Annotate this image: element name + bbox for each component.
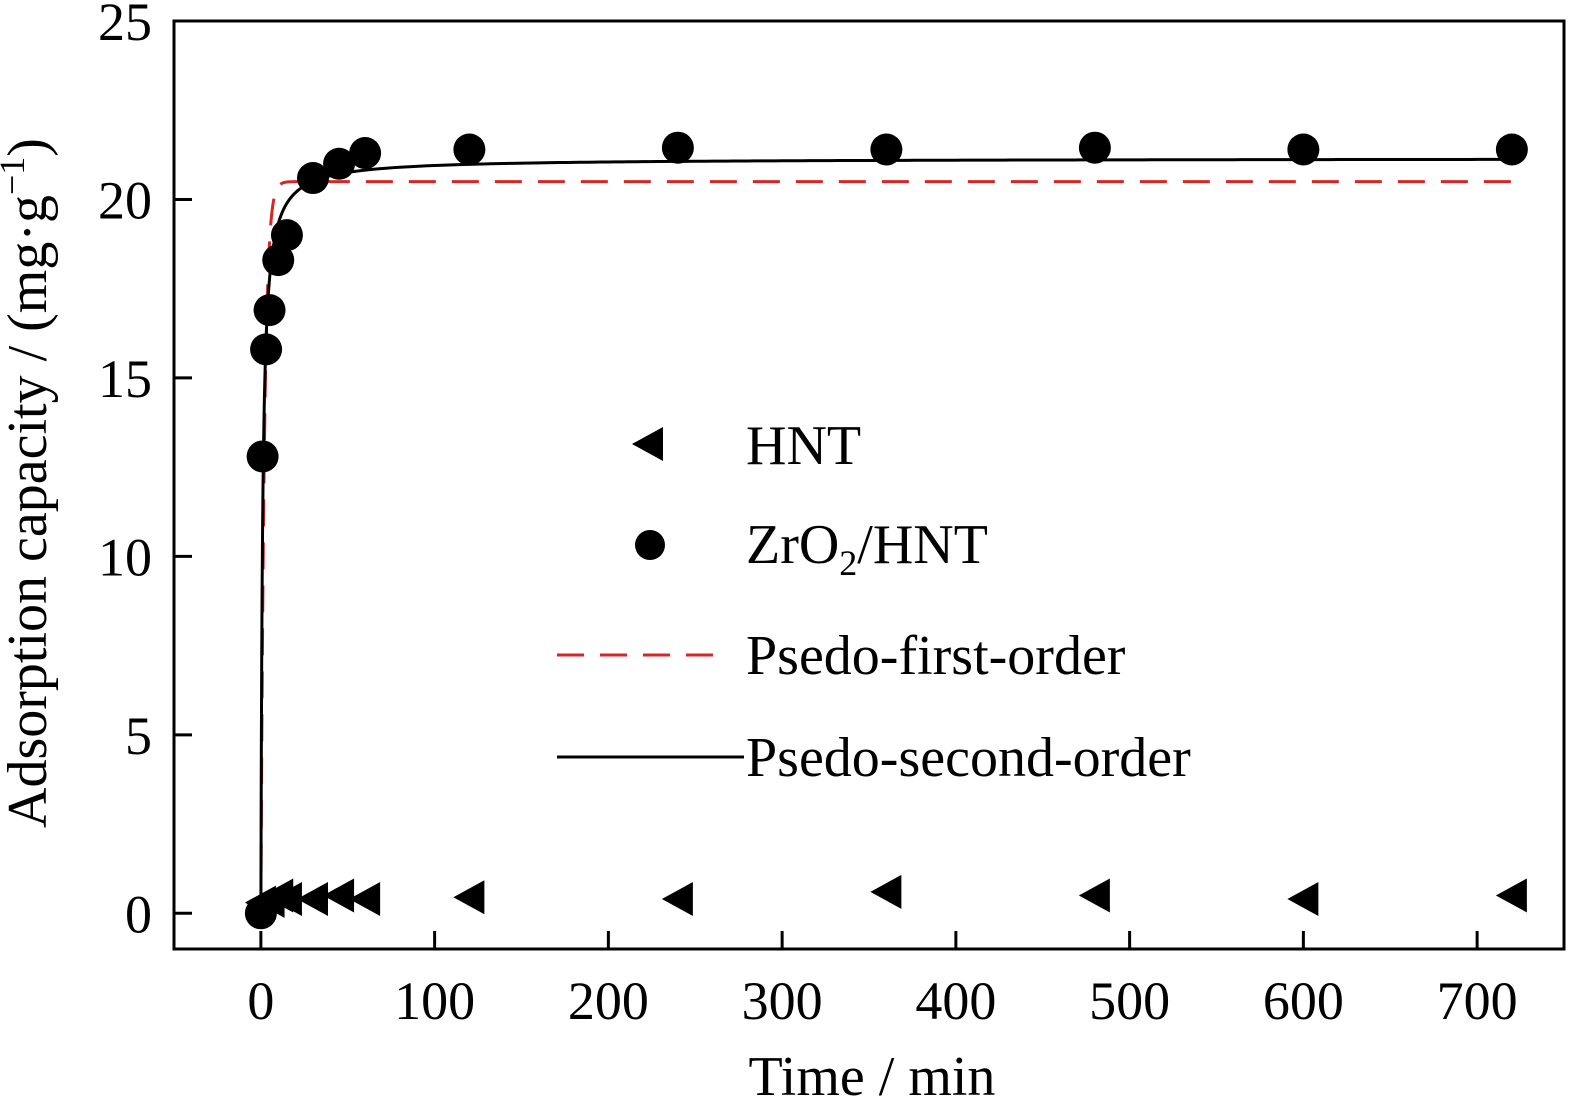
x-tick-label: 400: [915, 971, 996, 1031]
x-tick-label: 500: [1089, 971, 1170, 1031]
x-tick-label: 100: [394, 971, 475, 1031]
legend-first-order-label: Psedo-first-order: [746, 625, 1126, 687]
hnt-point: [1495, 878, 1527, 913]
hnt-point: [270, 882, 302, 917]
hnt-points: [244, 874, 1527, 920]
y-tick-label: 0: [125, 884, 152, 944]
y-tick-label: 5: [125, 706, 152, 766]
y-axis-title-superscript: −1: [0, 157, 32, 195]
x-axis: 0 100 200 300 400 500 600 700: [247, 931, 1518, 1031]
y-tick-label: 25: [98, 0, 152, 52]
zro2-points: [244, 131, 1528, 930]
hnt-point: [297, 882, 328, 917]
x-axis-title: Time / min: [749, 1046, 996, 1108]
x-tick-label: 300: [742, 971, 823, 1031]
legend-zro2-label: ZrO2/HNT: [746, 514, 988, 583]
legend-second-order-label: Psedo-second-order: [746, 727, 1191, 789]
zro2-point: [453, 133, 486, 166]
zro2-point: [246, 440, 279, 473]
zro2-point: [250, 333, 283, 366]
first-order-layer: [259, 180, 1512, 914]
y-axis-title: Adsorption capacity / (mg·g−1): [0, 138, 59, 828]
x-tick-label: 600: [1263, 971, 1344, 1031]
zro2-point: [262, 244, 295, 277]
zro2-point: [349, 137, 382, 170]
zro2-point: [1078, 131, 1111, 164]
y-tick-label: 20: [98, 170, 152, 230]
zro2-point: [1287, 133, 1320, 166]
x-tick-label: 0: [247, 971, 274, 1031]
zro2-point: [870, 133, 903, 166]
y-axis-title-main: Adsorption capacity / (mg·g: [0, 195, 59, 828]
y-tick-label: 10: [98, 527, 152, 587]
x-tick-label: 200: [568, 971, 649, 1031]
hnt-point: [453, 880, 485, 915]
hnt-point: [323, 878, 355, 913]
zro2-point: [323, 147, 356, 180]
hnt-point: [661, 882, 693, 917]
legend: HNT ZrO2/HNT Psedo-first-order Psedo-sec…: [557, 415, 1191, 789]
legend-zro2-label-sub: 2: [839, 543, 857, 583]
hnt-point: [1078, 878, 1110, 913]
zro2-point: [661, 131, 694, 164]
zro2-point: [244, 897, 277, 930]
zro2-point: [1495, 133, 1528, 166]
hnt-point: [1287, 882, 1319, 917]
zro2-point: [253, 294, 286, 327]
y-tick-label: 15: [98, 349, 152, 409]
legend-zro2-marker: [635, 530, 665, 560]
hnt-point: [870, 874, 902, 909]
plot-frame: [172, 19, 1566, 951]
legend-hnt-marker: [632, 427, 663, 461]
legend-hnt-label: HNT: [746, 415, 861, 477]
y-axis: 0 5 10 15 20 25: [98, 0, 192, 944]
zro2-point: [270, 219, 303, 252]
zro2-point: [297, 162, 329, 195]
legend-zro2-label-main: ZrO: [746, 514, 839, 576]
first-order-curve: [259, 180, 1512, 914]
hnt-point: [349, 882, 381, 917]
legend-zro2-label-suffix: /HNT: [857, 514, 988, 576]
y-axis-title-close: ): [0, 138, 59, 157]
x-tick-label: 700: [1437, 971, 1518, 1031]
